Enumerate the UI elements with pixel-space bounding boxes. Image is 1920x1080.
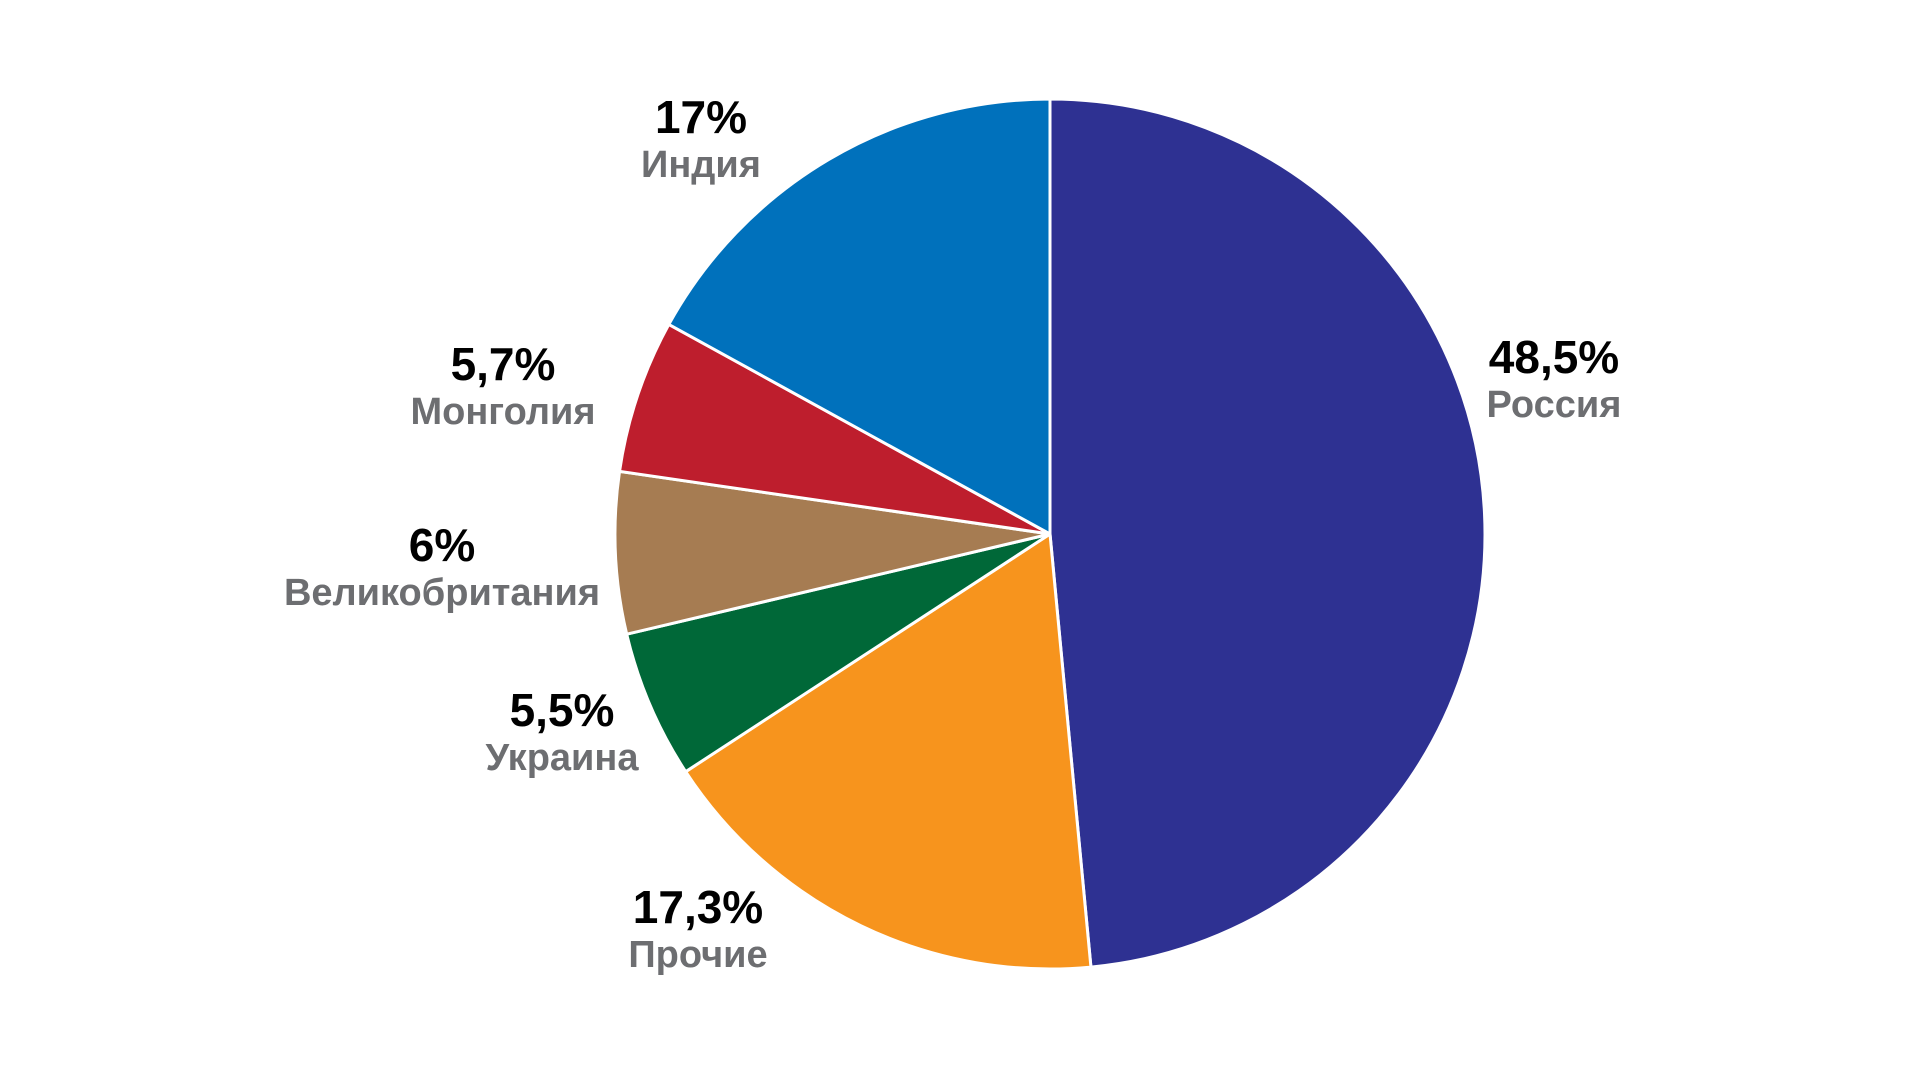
- category-label: Украина: [485, 737, 639, 779]
- value-label: 5,7%: [451, 338, 556, 390]
- category-label: Россия: [1487, 384, 1622, 426]
- value-label: 5,5%: [510, 684, 615, 736]
- category-label: Монголия: [410, 391, 595, 433]
- value-label: 17%: [655, 91, 747, 143]
- category-label: Великобритания: [284, 572, 600, 614]
- pie-slice: [1048, 97, 1487, 969]
- value-label: 17,3%: [633, 881, 763, 933]
- pie-slice: [618, 322, 1052, 536]
- pie-slice: [667, 97, 1052, 536]
- pie-slice: [684, 532, 1093, 971]
- value-label: 48,5%: [1489, 331, 1619, 383]
- pie-slice: [613, 469, 1052, 636]
- pie-slice: [625, 532, 1052, 774]
- category-label: Индия: [641, 144, 761, 186]
- category-label: Прочие: [628, 934, 767, 976]
- value-label: 6%: [409, 519, 475, 571]
